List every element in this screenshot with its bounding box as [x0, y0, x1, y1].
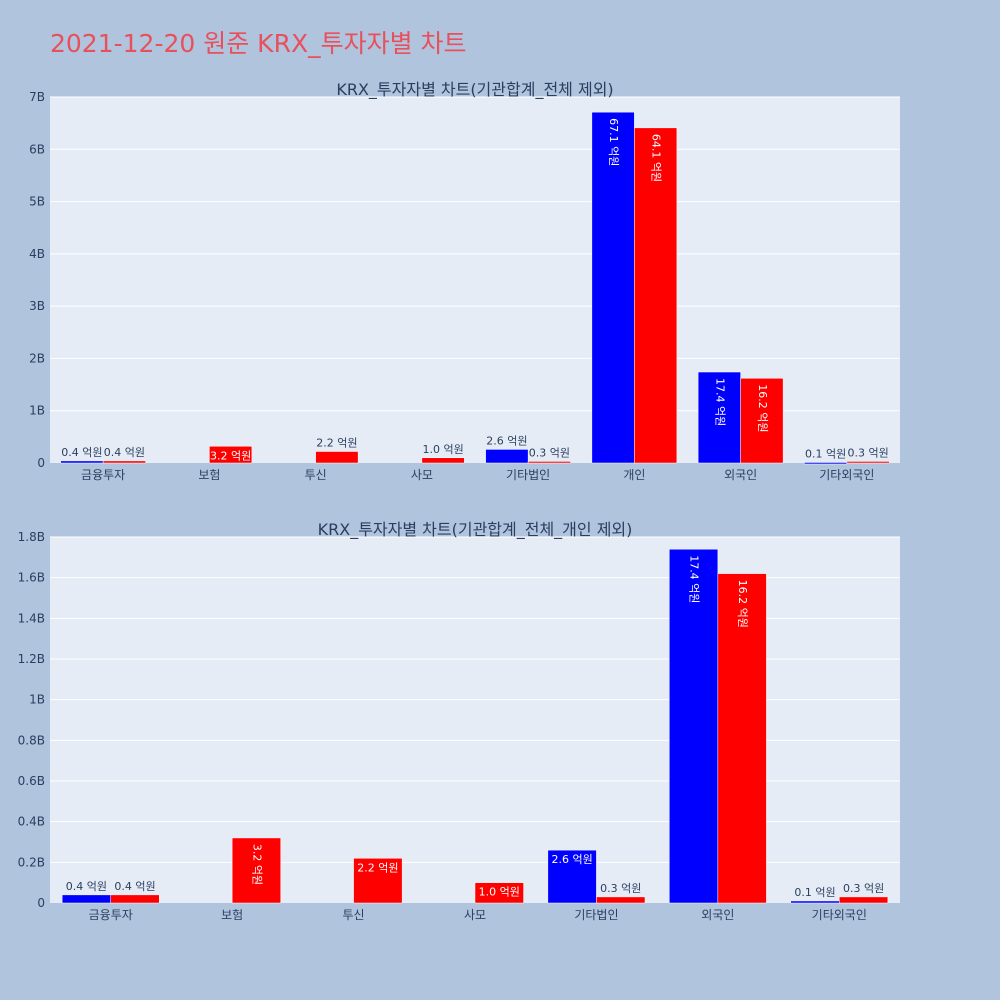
- data-label: 2.6 억원: [486, 434, 527, 447]
- data-label: 17.4 억원: [688, 555, 701, 603]
- data-label: 64.1 억원: [650, 134, 663, 182]
- y-tick-label: 4B: [29, 247, 45, 261]
- bar: [591, 111, 635, 464]
- bar: [421, 457, 465, 464]
- plot-area: [50, 537, 900, 903]
- y-tick-label: 0.6B: [18, 774, 45, 788]
- bar: [209, 446, 253, 464]
- x-tick-label: 기타법인: [506, 468, 550, 482]
- y-tick-label: 0.2B: [18, 855, 45, 869]
- bar: [60, 460, 104, 464]
- x-tick-label: 사모: [464, 908, 486, 922]
- data-label: 2.2 억원: [316, 436, 357, 449]
- data-label: 17.4 억원: [713, 378, 726, 426]
- bar: [846, 461, 890, 464]
- data-label: 3.2 억원: [210, 449, 251, 462]
- x-tick-label: 기타외국인: [819, 468, 874, 482]
- y-tick-label: 1.6B: [18, 571, 45, 585]
- x-tick-label: 사모: [411, 468, 433, 482]
- page-title: 2021-12-20 원준 KRX_투자자별 차트: [50, 29, 467, 58]
- y-tick-label: 1B: [29, 693, 45, 707]
- y-tick-label: 0: [37, 896, 45, 910]
- bar: [717, 573, 767, 904]
- chart-title: KRX_투자자별 차트(기관합계_전체 제외): [336, 80, 613, 100]
- bar: [669, 548, 719, 904]
- data-label: 0.4 억원: [114, 880, 155, 893]
- x-tick-label: 금융투자: [89, 908, 133, 922]
- data-label: 3.2 억원: [250, 844, 263, 885]
- x-tick-label: 금융투자: [81, 468, 125, 482]
- bar: [353, 858, 403, 904]
- x-tick-label: 개인: [623, 468, 645, 482]
- y-tick-label: 0.4B: [18, 815, 45, 829]
- data-label: 0.4 억원: [104, 446, 145, 459]
- data-label: 0.4 억원: [61, 446, 102, 459]
- y-tick-label: 3B: [29, 299, 45, 313]
- bar: [527, 461, 571, 464]
- chart-title: KRX_투자자별 차트(기관합계_전체_개인 제외): [318, 520, 633, 540]
- bar: [474, 882, 524, 904]
- y-tick-label: 0.8B: [18, 733, 45, 747]
- y-tick-label: 1.4B: [18, 611, 45, 625]
- bar: [61, 894, 111, 904]
- y-tick-label: 7B: [29, 90, 45, 104]
- bar: [634, 127, 678, 464]
- bar: [485, 449, 529, 464]
- x-tick-label: 외국인: [724, 468, 757, 482]
- y-tick-label: 6B: [29, 142, 45, 156]
- x-tick-label: 투신: [305, 468, 327, 482]
- data-label: 0.3 억원: [529, 446, 570, 459]
- data-label: 0.4 억원: [66, 880, 107, 893]
- data-label: 16.2 억원: [756, 384, 769, 432]
- data-label: 0.3 억원: [848, 446, 889, 459]
- chart-2: 0 0.2B 0.4B 0.6B 0.8B 1B 1.2B 1.4B 1.6B 1.8B KRX_투…: [18, 520, 900, 922]
- data-label: 1.0 억원: [479, 886, 520, 899]
- bar: [110, 894, 160, 904]
- bar: [596, 896, 646, 904]
- x-tick-label: 외국인: [701, 908, 734, 922]
- x-tick-label: 투신: [343, 908, 365, 922]
- data-label: 0.1 억원: [794, 886, 835, 899]
- data-label: 0.1 억원: [805, 447, 846, 460]
- data-label: 0.3 억원: [600, 882, 641, 895]
- bar: [697, 371, 741, 464]
- bar: [547, 849, 597, 904]
- y-tick-label: 1.8B: [18, 530, 45, 544]
- y-tick-label: 5B: [29, 195, 45, 209]
- bar: [231, 837, 281, 904]
- bar: [790, 900, 840, 904]
- data-label: 1.0 억원: [423, 443, 464, 456]
- x-tick-label: 보험: [198, 468, 220, 482]
- x-tick-label: 보험: [221, 908, 243, 922]
- data-label: 2.6 억원: [552, 853, 593, 866]
- chart-1: 0 1B 2B 3B 4B 5B 6B 7B KRX_투자자별 차트(기관합계_전체 제외) 금융…: [29, 80, 900, 482]
- y-tick-label: 1.2B: [18, 652, 45, 666]
- data-label: 67.1 억원: [607, 118, 620, 166]
- x-tick-label: 기타법인: [574, 908, 618, 922]
- x-tick-label: 기타외국인: [812, 908, 867, 922]
- data-label: 2.2 억원: [357, 861, 398, 874]
- y-tick-label: 1B: [29, 404, 45, 418]
- y-tick-label: 2B: [29, 351, 45, 365]
- y-tick-label: 0: [37, 456, 45, 470]
- data-label: 16.2 억원: [736, 580, 749, 628]
- bar: [740, 378, 784, 464]
- bar: [102, 460, 146, 464]
- data-label: 0.3 억원: [843, 882, 884, 895]
- bar: [839, 896, 889, 904]
- bar: [804, 462, 848, 465]
- bar: [315, 451, 359, 464]
